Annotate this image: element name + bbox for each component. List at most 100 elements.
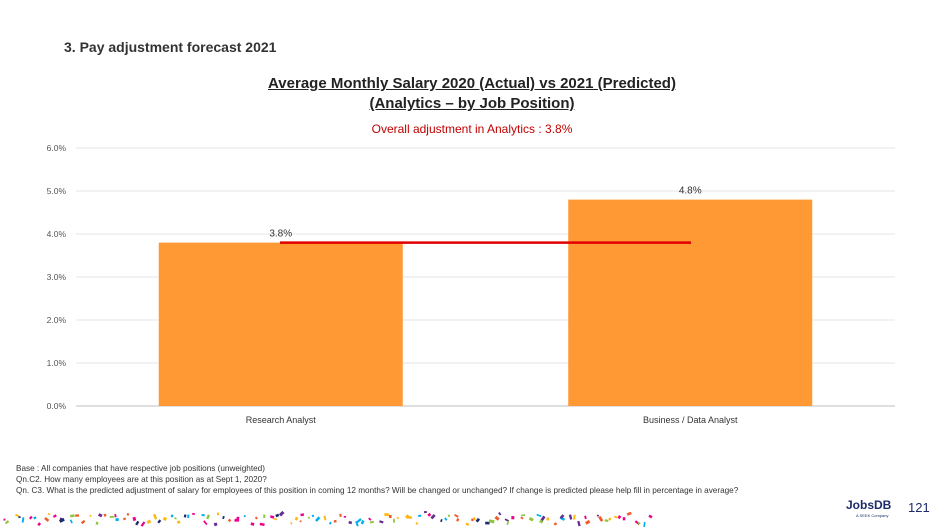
confetti-piece [192, 512, 195, 515]
confetti-piece [456, 518, 460, 522]
section-title: 3. Pay adjustment forecast 2021 [64, 39, 277, 55]
footnote-question-c3: Qn. C3. What is the predicted adjustment… [16, 486, 739, 495]
confetti-piece [216, 512, 220, 516]
confetti-piece [417, 514, 422, 518]
data-label: 4.8% [679, 186, 702, 197]
confetti-piece [617, 515, 622, 520]
confetti-piece [440, 518, 443, 523]
confetti-piece [643, 521, 646, 527]
confetti-piece [427, 512, 432, 517]
confetti-piece [494, 515, 500, 521]
confetti-piece [323, 515, 327, 521]
confetti-piece [368, 517, 372, 521]
brand-logo: JobsDB [846, 498, 892, 512]
confetti-piece [648, 514, 653, 519]
confetti-piece [444, 517, 448, 521]
bar [568, 199, 813, 406]
confetti-piece [520, 516, 524, 520]
confetti-piece [360, 519, 365, 525]
confetti-piece [300, 513, 305, 517]
confetti-piece [275, 513, 280, 518]
confetti-piece [109, 515, 115, 518]
confetti-piece [536, 513, 542, 518]
confetti-piece [227, 518, 232, 523]
confetti-piece [174, 517, 177, 520]
footnotes: Base : All companies that have respectiv… [16, 463, 738, 496]
confetti-piece [236, 516, 240, 522]
y-tick-label: 4.0% [47, 229, 67, 239]
y-tick-label: 1.0% [47, 358, 67, 368]
confetti-piece [506, 520, 510, 526]
confetti-piece [521, 514, 526, 517]
confetti-piece [596, 514, 599, 517]
confetti-piece [528, 517, 534, 522]
confetti-piece [263, 514, 266, 518]
confetti-piece [95, 521, 99, 525]
confetti-piece [613, 515, 618, 519]
confetti-piece [339, 513, 342, 518]
confetti-piece [447, 514, 450, 517]
confetti-piece [465, 522, 470, 527]
x-tick-label: Research Analyst [246, 415, 317, 425]
y-tick-label: 5.0% [47, 186, 67, 196]
confetti-piece [140, 521, 146, 527]
x-tick-label: Business / Data Analyst [643, 415, 738, 425]
page-number: 121 [908, 500, 930, 515]
confetti-piece [70, 514, 75, 518]
confetti-piece [315, 516, 321, 522]
confetti-piece [488, 519, 495, 524]
confetti-piece [254, 516, 258, 520]
confetti-piece [299, 520, 302, 523]
confetti-piece [203, 520, 208, 526]
y-tick-label: 2.0% [47, 315, 67, 325]
confetti-piece [553, 522, 558, 526]
confetti-piece [250, 522, 255, 526]
bar [158, 242, 403, 406]
confetti-piece [114, 513, 117, 518]
confetti-piece [153, 513, 158, 520]
confetti-piece [33, 516, 37, 520]
footnote-base: Base : All companies that have respectiv… [16, 464, 265, 473]
confetti-piece [430, 514, 436, 520]
confetti-piece [162, 516, 168, 521]
confetti-piece [475, 517, 481, 523]
confetti-piece [598, 515, 604, 522]
confetti-piece [573, 514, 576, 520]
confetti-piece [47, 512, 51, 516]
confetti-piece [540, 515, 546, 522]
confetti-piece [388, 514, 392, 519]
confetti-piece [132, 516, 137, 522]
confetti-piece [80, 519, 86, 525]
confetti-piece [103, 513, 107, 517]
confetti-piece [577, 520, 581, 527]
confetti-piece [3, 518, 6, 521]
confetti-piece [485, 521, 490, 525]
confetti-piece [637, 521, 641, 525]
confetti-piece [604, 519, 609, 523]
confetti-piece [356, 518, 362, 523]
confetti-piece [187, 514, 190, 519]
confetti-piece [546, 517, 550, 521]
confetti-piece [369, 520, 375, 524]
confetti-piece [183, 514, 187, 518]
confetti-piece [415, 521, 419, 525]
confetti-piece [348, 520, 353, 525]
bar-chart: 0.0% 1.0% 2.0% 3.0% 4.0% 5.0% 6.0% 3.8% Research… [47, 143, 895, 425]
confetti-piece [307, 516, 311, 520]
confetti-piece [278, 510, 285, 517]
confetti-piece [18, 516, 21, 519]
confetti-piece [404, 514, 410, 519]
confetti-piece [311, 514, 315, 518]
confetti-piece [222, 515, 225, 520]
confetti-piece [259, 522, 265, 527]
confetti-piece [4, 520, 10, 525]
confetti-piece [201, 514, 205, 517]
confetti-piece [423, 510, 427, 514]
confetti-piece [176, 520, 181, 524]
confetti-piece [328, 521, 332, 525]
confetti-piece [379, 520, 384, 524]
confetti-piece [115, 517, 120, 522]
confetti-piece [126, 513, 130, 516]
confetti-piece [69, 519, 73, 524]
confetti-piece [122, 517, 127, 521]
